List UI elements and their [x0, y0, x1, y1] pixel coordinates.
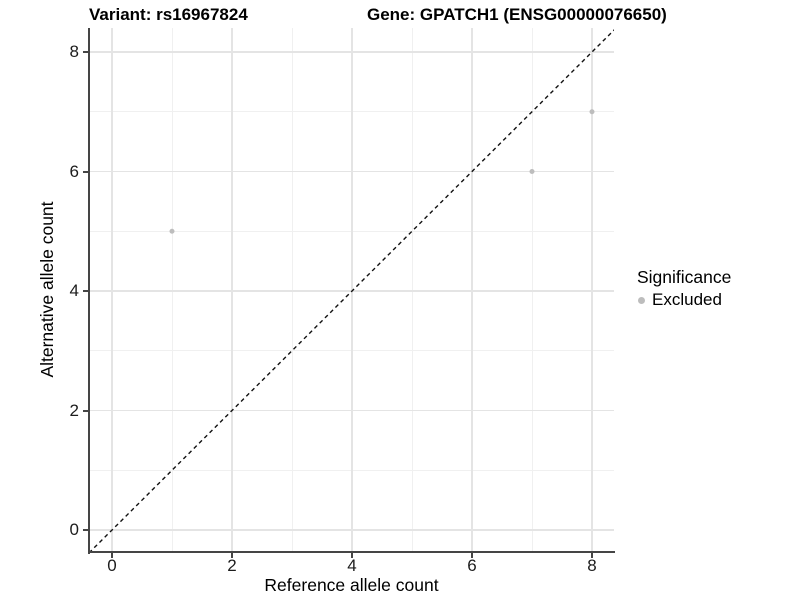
- legend-point-icon: [638, 296, 645, 304]
- legend-entry-label: Excluded: [652, 290, 722, 309]
- major-gridline-x: [351, 28, 353, 552]
- major-gridline-x: [471, 28, 473, 552]
- minor-gridline-x: [531, 28, 533, 552]
- major-gridline-x: [591, 28, 593, 552]
- data-point: [589, 109, 595, 115]
- y-tick-mark: [83, 409, 88, 412]
- identity-dashed-line: [89, 29, 614, 552]
- legend: Significance Excluded: [637, 267, 731, 310]
- y-tick-mark: [83, 51, 88, 53]
- y-tick-label: 4: [69, 281, 79, 300]
- data-point: [169, 228, 175, 234]
- y-tick-label: 8: [69, 42, 79, 61]
- minor-gridline-x: [171, 28, 173, 552]
- plot-title-variant: Variant: rs16967824: [89, 5, 248, 24]
- x-tick-label: 6: [467, 556, 477, 575]
- major-gridline-x: [111, 28, 113, 552]
- minor-gridline-x: [291, 28, 293, 552]
- y-tick-label: 0: [69, 520, 79, 539]
- y-tick-mark: [83, 290, 88, 292]
- plot-title-gene: Gene: GPATCH1 (ENSG00000076650): [367, 5, 667, 24]
- y-tick-label: 6: [69, 161, 79, 181]
- x-tick-label: 8: [587, 556, 597, 575]
- y-tick-label: 2: [69, 400, 79, 420]
- y-tick-mark: [83, 170, 88, 173]
- major-gridline-y: [89, 529, 614, 531]
- x-tick-mark: [351, 553, 353, 558]
- x-tick-mark: [231, 553, 233, 558]
- x-tick-label: 4: [347, 556, 357, 575]
- plot-canvas: [89, 29, 614, 552]
- x-tick-label: 2: [227, 556, 237, 575]
- x-tick-mark: [111, 553, 113, 558]
- major-gridline-x: [231, 28, 233, 552]
- legend-title: Significance: [637, 267, 732, 287]
- x-axis-title: Reference allele count: [264, 575, 439, 595]
- major-gridline-y: [89, 170, 614, 173]
- major-gridline-y: [89, 51, 614, 53]
- x-axis-line: [88, 551, 615, 553]
- minor-gridline-x: [411, 28, 413, 552]
- plot-panel: [89, 28, 614, 552]
- x-tick-mark: [471, 553, 473, 558]
- y-axis-line: [88, 28, 90, 554]
- legend-entry-excluded: Excluded: [637, 290, 731, 310]
- data-point: [529, 169, 535, 174]
- x-tick-mark: [591, 553, 593, 558]
- y-tick-mark: [83, 529, 88, 531]
- major-gridline-y: [89, 409, 614, 412]
- x-tick-label: 0: [107, 556, 117, 575]
